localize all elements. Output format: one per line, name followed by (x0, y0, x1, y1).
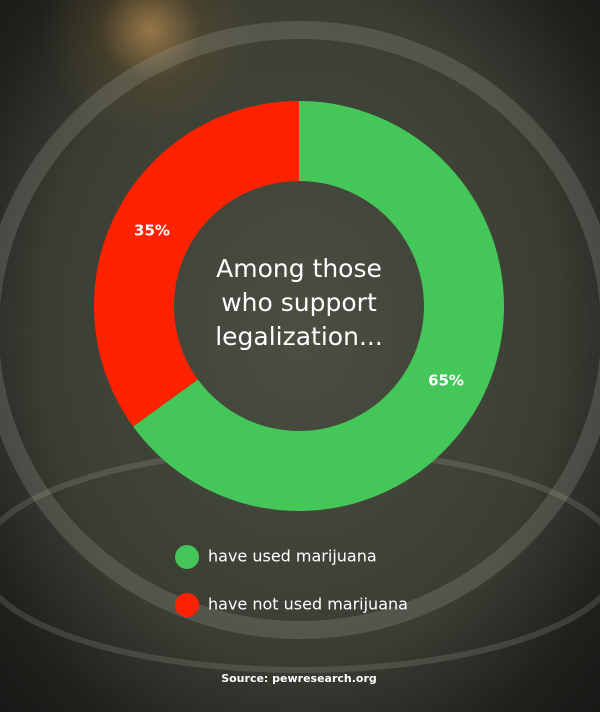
center-text-line: legalization... (215, 322, 383, 351)
legend-swatch (175, 593, 199, 617)
legend-label: have used marijuana (208, 547, 377, 566)
center-text-line: Among those (216, 254, 382, 283)
tin-rim (0, 21, 600, 639)
donut-segment (94, 101, 300, 427)
donut-segment (133, 101, 504, 512)
source: Source: pewresearch.org (221, 672, 377, 685)
center-text-line: who support (221, 288, 377, 317)
legend-swatch (175, 545, 199, 569)
value-label: 35% (134, 222, 170, 240)
value-label: 65% (428, 371, 464, 389)
legend-label: have not used marijuana (208, 595, 408, 614)
center-text: Among those who support legalization... (149, 252, 449, 354)
